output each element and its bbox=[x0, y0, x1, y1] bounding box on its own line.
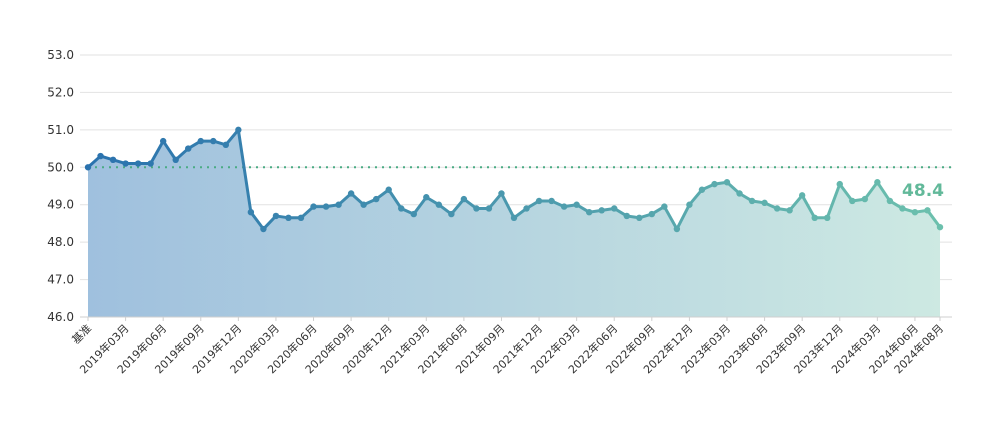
x-tick-label: 基准 bbox=[69, 322, 94, 347]
data-point bbox=[648, 210, 656, 218]
data-point bbox=[122, 160, 129, 167]
x-axis-ticks: 基准2019年03月2019年06月2019年09月2019年12月2020年0… bbox=[69, 317, 946, 376]
data-point bbox=[924, 207, 931, 214]
y-tick-label: 49.0 bbox=[47, 198, 74, 212]
data-point bbox=[886, 197, 894, 205]
data-point bbox=[686, 201, 693, 208]
data-point bbox=[372, 195, 380, 203]
data-point bbox=[611, 205, 618, 212]
data-point bbox=[185, 145, 192, 152]
data-point bbox=[197, 137, 204, 145]
data-point bbox=[272, 212, 280, 220]
data-point bbox=[84, 164, 92, 171]
y-tick-label: 52.0 bbox=[47, 85, 74, 99]
data-point bbox=[623, 212, 630, 220]
data-point bbox=[360, 201, 367, 208]
data-point bbox=[798, 192, 806, 199]
data-point bbox=[636, 214, 643, 222]
y-axis-ticks: 46.0 47.0 48.0 49.0 50.0 51.0 52.0 53.0 bbox=[47, 48, 74, 324]
data-point bbox=[535, 197, 543, 205]
data-point bbox=[322, 203, 330, 210]
y-tick-label: 48.0 bbox=[47, 235, 74, 249]
series-area bbox=[88, 129, 940, 317]
y-tick-label: 46.0 bbox=[47, 310, 74, 324]
data-point bbox=[335, 201, 342, 208]
data-point bbox=[824, 214, 831, 222]
data-point bbox=[448, 210, 455, 218]
y-tick-label: 50.0 bbox=[47, 160, 74, 174]
data-point bbox=[698, 186, 706, 193]
data-points bbox=[84, 126, 944, 233]
data-point bbox=[134, 160, 142, 167]
data-point bbox=[723, 179, 731, 186]
data-point bbox=[260, 225, 267, 233]
data-point bbox=[761, 199, 768, 207]
data-point bbox=[347, 190, 355, 197]
data-point bbox=[523, 205, 530, 212]
data-point bbox=[560, 203, 568, 210]
end-value-label: 48.4 bbox=[902, 181, 944, 201]
data-point bbox=[748, 197, 756, 205]
data-point bbox=[159, 137, 167, 145]
data-point bbox=[673, 225, 681, 233]
data-point bbox=[811, 214, 818, 222]
data-point bbox=[385, 186, 392, 193]
data-point bbox=[711, 180, 718, 188]
data-point bbox=[210, 137, 217, 145]
data-point bbox=[585, 209, 593, 216]
data-point bbox=[498, 190, 505, 197]
data-point bbox=[172, 156, 179, 163]
y-tick-label: 53.0 bbox=[47, 48, 74, 62]
data-point bbox=[398, 205, 405, 212]
data-point bbox=[861, 195, 869, 203]
data-point bbox=[773, 205, 781, 212]
data-point bbox=[573, 201, 580, 208]
data-point bbox=[247, 209, 255, 216]
data-point bbox=[423, 194, 430, 201]
data-point bbox=[899, 205, 906, 212]
data-point bbox=[485, 205, 493, 212]
data-point bbox=[310, 203, 317, 210]
y-tick-label: 51.0 bbox=[47, 123, 74, 137]
data-point bbox=[109, 156, 117, 163]
data-point bbox=[410, 210, 417, 218]
data-point bbox=[222, 141, 230, 149]
data-point bbox=[435, 201, 443, 208]
data-point bbox=[510, 214, 518, 222]
data-point bbox=[235, 126, 242, 134]
data-point bbox=[874, 179, 881, 186]
data-point bbox=[736, 190, 743, 197]
data-point bbox=[473, 205, 480, 212]
data-point bbox=[285, 214, 292, 222]
data-point bbox=[297, 214, 305, 222]
data-point bbox=[147, 160, 154, 167]
data-point bbox=[548, 197, 555, 205]
data-point bbox=[911, 209, 919, 216]
data-point bbox=[97, 152, 104, 160]
data-point bbox=[836, 180, 843, 188]
data-point bbox=[661, 203, 668, 210]
data-point bbox=[849, 197, 856, 205]
data-point bbox=[936, 223, 944, 231]
data-point bbox=[598, 207, 605, 214]
y-tick-label: 47.0 bbox=[47, 273, 74, 287]
data-point bbox=[460, 195, 468, 203]
data-point bbox=[786, 207, 793, 214]
